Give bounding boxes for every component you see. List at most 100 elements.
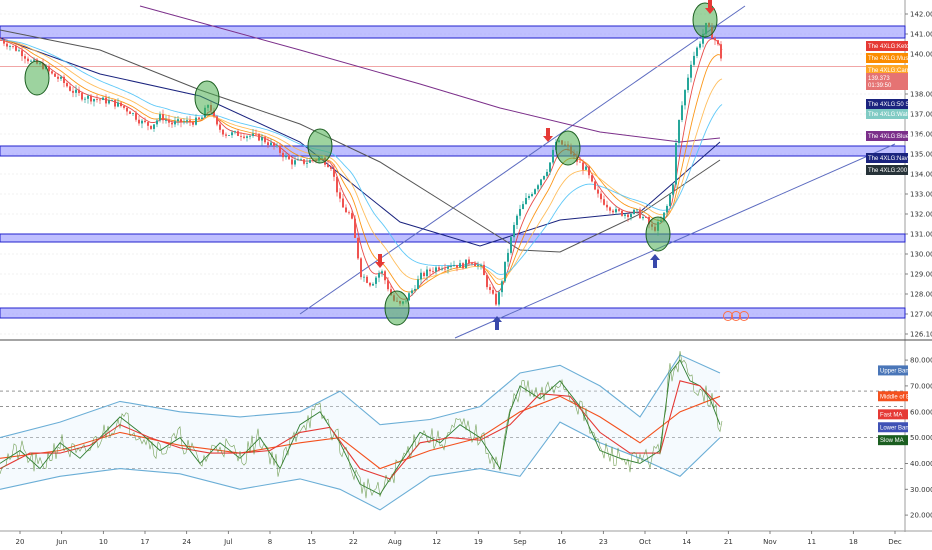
candle-body [429, 269, 431, 272]
candle-body [369, 282, 371, 286]
candle-body [648, 217, 650, 225]
indicator-legend-bg [878, 365, 908, 376]
candle-body [669, 194, 671, 207]
candle-body [423, 272, 425, 277]
time-tick-label: Sep [513, 538, 527, 546]
candle-body [687, 77, 689, 91]
candle-body [357, 237, 359, 259]
candle-body [240, 135, 242, 137]
candle-body [483, 264, 485, 276]
candle-body [351, 213, 353, 219]
logo-mark-icon [731, 311, 741, 321]
candle-body [147, 122, 149, 126]
price-tick-label: 128.000 [910, 291, 932, 299]
series-tag-label: The 4XLG:Ketchup [868, 44, 920, 50]
price-tick-label: 132.000 [910, 211, 932, 219]
candle-body [519, 209, 521, 216]
candle-body [21, 50, 23, 57]
candle-body [231, 132, 233, 136]
candle-body [309, 160, 311, 163]
candle-body [69, 86, 71, 91]
series-tag-label: The 4XLG:50 SMA [868, 102, 918, 108]
candle-body [192, 122, 194, 125]
time-tick-label: Jul [223, 538, 233, 546]
candle-body [489, 287, 491, 290]
time-tick-label: 18 [849, 538, 858, 546]
candle-body [291, 159, 293, 165]
series-tag: 01:39:50 [866, 80, 908, 90]
moving-average-50-sma [0, 37, 721, 247]
candle-body [414, 288, 416, 291]
candle-body [624, 214, 626, 216]
candle-body [108, 100, 110, 104]
candle-body [75, 89, 77, 93]
price-tick-label: 141.000 [910, 31, 932, 39]
candle-body [195, 117, 197, 125]
candle-body [621, 210, 623, 216]
series-tag: The 4XLG:200 SMA [866, 165, 922, 175]
indicator-tick-label: 30.000 [910, 486, 932, 494]
series-tag-bg [866, 99, 908, 109]
candle-body [228, 135, 230, 136]
candle-body [267, 142, 269, 146]
candle-body [243, 136, 245, 138]
indicator-tick-label: 40.000 [910, 460, 932, 468]
candle-body [270, 142, 272, 146]
candle-body [132, 113, 134, 114]
candle-body [6, 43, 8, 47]
candle-body [285, 155, 287, 158]
candle-body [186, 120, 188, 122]
time-tick-label: Oct [639, 538, 651, 546]
candle-body [144, 120, 146, 123]
candle-body [246, 136, 248, 138]
indicator-legend-bg [878, 391, 908, 402]
candle-body [462, 263, 464, 269]
indicator-tick-label: 50.000 [910, 434, 932, 442]
candle-body [486, 275, 488, 288]
candle-body [372, 283, 374, 286]
candle-body [579, 161, 581, 163]
candle-body [276, 145, 278, 147]
candle-body [666, 206, 668, 213]
candle-body [525, 197, 527, 205]
trend-line [299, 5, 746, 315]
candle-body [15, 46, 17, 51]
series-tag-label: The 4XLG:Blueberry [868, 134, 923, 140]
candle-body [120, 102, 122, 107]
highlight-ellipse [555, 130, 581, 166]
candle-body [465, 259, 467, 269]
candle-body [642, 217, 644, 219]
indicator-fast-ma [0, 380, 721, 480]
time-tick-label: 17 [141, 538, 150, 546]
time-tick-label: 20 [16, 538, 25, 546]
candle-body [0, 40, 2, 41]
candle-body [252, 133, 254, 136]
indicator-legend-label: Slow MA [880, 438, 904, 444]
candle-body [66, 83, 68, 87]
series-tag-label: 139.373 [868, 76, 890, 82]
indicator-middle-of-bands [0, 395, 721, 470]
candle-body [543, 175, 545, 180]
indicator-tick-label: 60.000 [910, 408, 932, 416]
candle-body [516, 215, 518, 225]
candle-body [48, 66, 50, 72]
candle-body [354, 218, 356, 238]
indicator-legend-label: Lower Band [880, 425, 912, 431]
candle-body [588, 166, 590, 176]
time-tick-label: 16 [557, 538, 566, 546]
candle-body [306, 162, 308, 164]
time-tick-label: 11 [807, 538, 816, 546]
candle-body [360, 258, 362, 278]
candle-body [459, 263, 461, 268]
candle-body [225, 134, 227, 136]
candle-body [3, 40, 5, 44]
candle-body [261, 137, 263, 141]
indicator-tick-label: 20.000 [910, 512, 932, 520]
candle-body [432, 271, 434, 273]
candle-body [99, 99, 101, 101]
candle-body [174, 121, 176, 125]
candle-body [273, 142, 275, 147]
indicator-legend-label: Fast MA [880, 412, 902, 418]
trend-line [454, 143, 896, 339]
